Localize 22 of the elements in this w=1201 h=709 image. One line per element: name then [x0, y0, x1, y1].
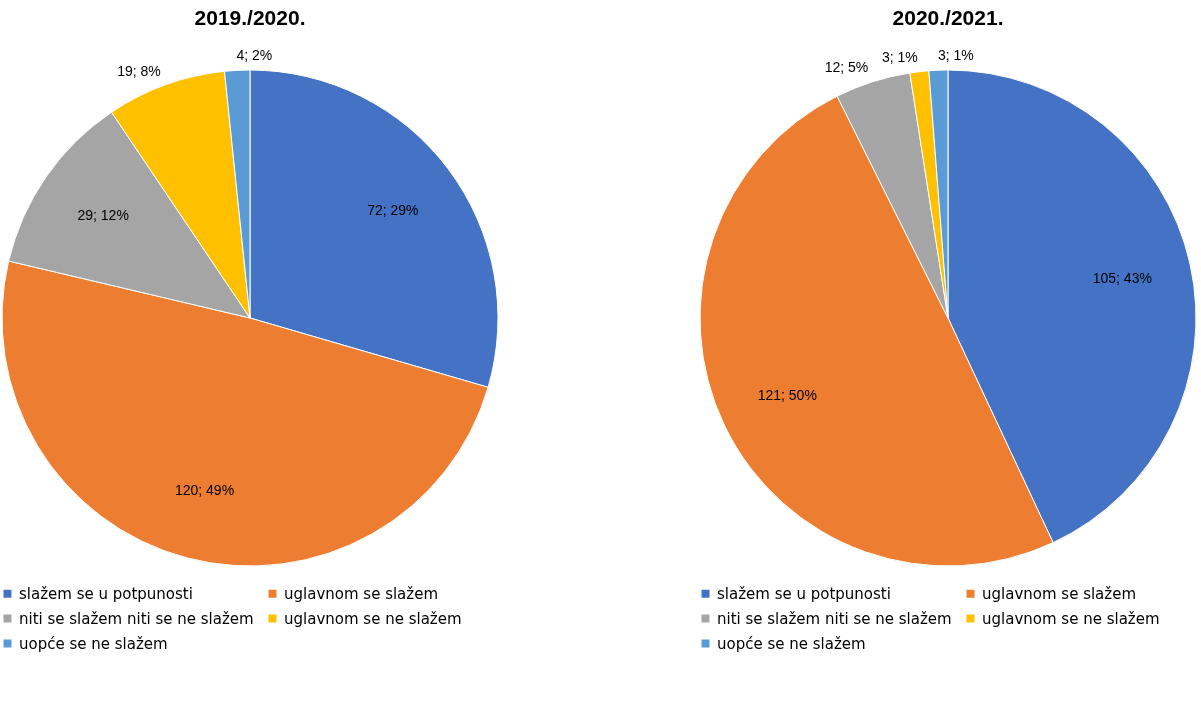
- data-label: 120; 49%: [174, 481, 235, 498]
- data-label: 72; 29%: [367, 201, 419, 218]
- legend-label: niti se slažem niti se ne slažem: [717, 609, 952, 628]
- legend-label: uopće se ne slažem: [717, 634, 866, 653]
- chart-title: 2020./2021.: [892, 6, 1004, 30]
- legend-label: niti se slažem niti se ne slažem: [19, 609, 254, 628]
- legend-label: uopće se ne slažem: [19, 634, 168, 653]
- legend-label: uglavnom se ne slažem: [284, 609, 462, 628]
- legend-label: slažem se u potpunosti: [717, 584, 891, 603]
- chart-title: 2019./2020.: [194, 6, 306, 30]
- data-label: 3; 1%: [937, 47, 974, 64]
- legend-label: uglavnom se slažem: [284, 584, 439, 603]
- data-label: 121; 50%: [757, 386, 817, 403]
- data-label: 4; 2%: [236, 47, 273, 64]
- legend-label: uglavnom se ne slažem: [982, 609, 1160, 628]
- data-label: 3; 1%: [881, 48, 918, 65]
- legend-label: slažem se u potpunosti: [19, 584, 193, 603]
- legend-label: uglavnom se slažem: [982, 584, 1137, 603]
- data-label: 19; 8%: [117, 62, 161, 79]
- data-label: 105; 43%: [1092, 270, 1152, 287]
- data-label: 12; 5%: [824, 59, 869, 76]
- data-label: 29; 12%: [77, 207, 129, 224]
